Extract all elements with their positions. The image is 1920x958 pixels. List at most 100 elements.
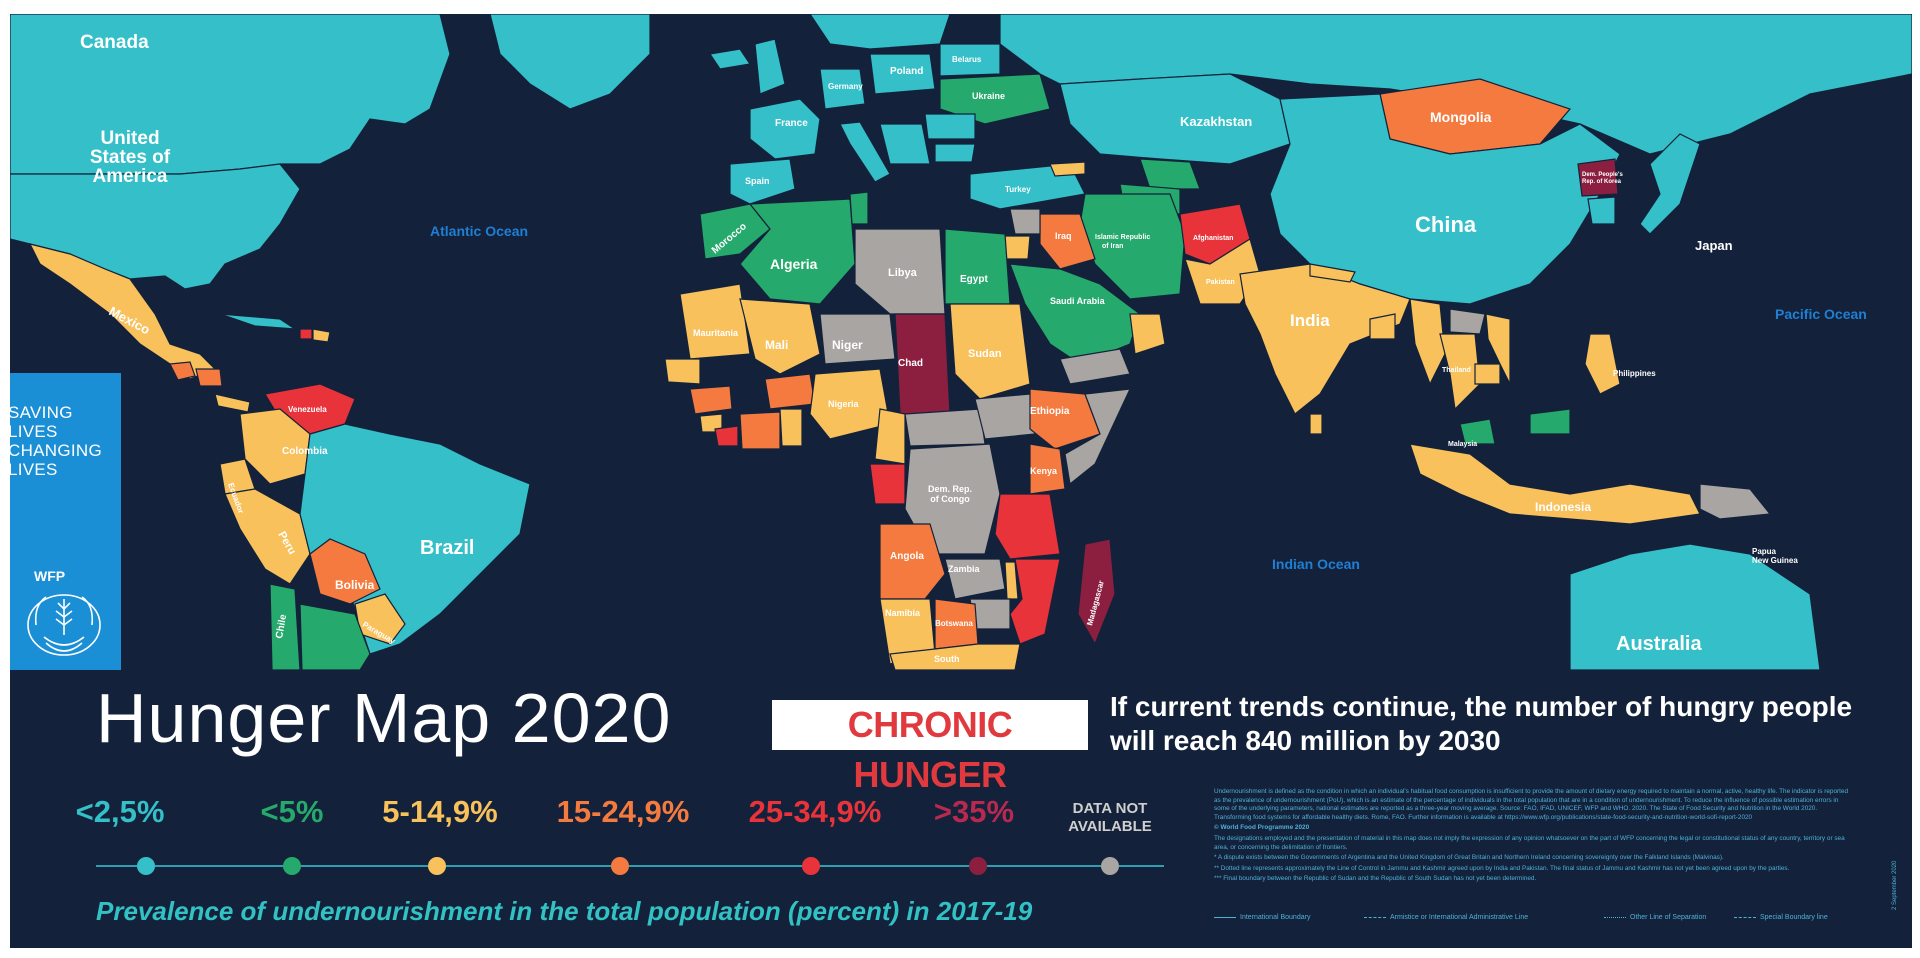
country-dominican (312, 328, 331, 343)
country-car (904, 408, 986, 447)
country-cambodia (1474, 363, 1501, 385)
label-colombia: Colombia (282, 446, 328, 457)
boundary-special: Special Boundary line (1734, 914, 1828, 921)
legend-label-15-24-9: 15-24,9% (556, 794, 690, 829)
label-venezuela: Venezuela (288, 405, 327, 414)
country-kenya (1029, 443, 1066, 495)
label-botswana: Botswana (935, 619, 973, 628)
label-pakistan: Pakistan (1206, 279, 1235, 286)
label-usa: United States of America (90, 128, 171, 187)
label-namibia: Namibia (885, 608, 921, 618)
country-japan (1639, 133, 1701, 235)
label-mali: Mali (765, 338, 788, 352)
boundary-legend: International Boundary Armistice or Inte… (1214, 914, 1854, 928)
country-mozambique (1009, 558, 1061, 645)
country-spain (729, 158, 796, 205)
legend-label-under-2-5: <2,5% (75, 794, 165, 829)
legend-dot-over-35 (969, 857, 987, 875)
country-bolivia (309, 538, 381, 605)
label-india: India (1290, 311, 1330, 330)
label-iraq: Iraq (1055, 231, 1072, 241)
wfp-tagline: SAVING LIVES CHANGING LIVES (8, 403, 103, 479)
legend-subtitle: Prevalence of undernourishment in the to… (96, 896, 1033, 926)
label-poland: Poland (890, 66, 923, 77)
country-oman (1129, 313, 1166, 355)
country-angola (879, 523, 946, 600)
map-date: 2 September 2020 (1892, 860, 1898, 910)
country-laos (1449, 308, 1486, 335)
country-greenland (489, 14, 651, 110)
label-south: South (934, 654, 960, 664)
country-burkina (764, 373, 816, 410)
label-spain: Spain (745, 176, 770, 186)
country-myanmar (1409, 298, 1446, 386)
label-chad: Chad (898, 358, 923, 369)
label-kenya: Kenya (1030, 466, 1058, 476)
wfp-name: WFP (34, 568, 66, 584)
legend-label-5-14-9: 5-14,9% (382, 794, 498, 829)
country-senegal (664, 358, 701, 385)
country-australia (1569, 543, 1821, 670)
label-canada: Canada (80, 32, 149, 53)
country-tanzania (994, 493, 1061, 560)
country-somalia (1064, 388, 1131, 486)
country-syria (1009, 208, 1041, 235)
label-saudi: Saudi Arabia (1050, 296, 1106, 306)
label-libya: Libya (888, 267, 918, 279)
country-malaysia (1459, 408, 1571, 445)
country-uzbekistan (1139, 158, 1201, 190)
country-kazakhstan (1059, 73, 1291, 165)
label-mauritania: Mauritania (693, 328, 739, 338)
wfp-panel: SAVING LIVES CHANGING LIVES WFP (8, 373, 121, 670)
country-vietnam (1485, 313, 1511, 385)
label-algeria: Algeria (770, 256, 818, 272)
legend-label-over-35: >35% (933, 794, 1015, 829)
legend-line (96, 865, 1164, 867)
label-niger: Niger (832, 338, 863, 352)
country-bangladesh (1369, 313, 1396, 340)
country-sri-lanka (1309, 413, 1323, 435)
label-belarus: Belarus (952, 55, 982, 64)
country-india (1239, 263, 1411, 415)
country-jordan (1004, 235, 1031, 260)
note-footnote-3: *** Final boundary between the Republic … (1214, 875, 1537, 883)
boundary-other: Other Line of Separation (1604, 914, 1706, 921)
country-canada (10, 14, 451, 175)
label-indonesia: Indonesia (1535, 500, 1591, 514)
label-afghanistan: Afghanistan (1193, 235, 1233, 242)
page-title: Hunger Map 2020 (96, 679, 672, 757)
legend-dot-5-14-9 (428, 857, 446, 875)
legend-dot-25-34-9 (802, 857, 820, 875)
label-iran: Islamic Republic of Iran (1095, 234, 1150, 250)
country-nigeria (809, 368, 891, 440)
hunger-map: Canada United States of America Atlantic O… (10, 14, 1912, 670)
country-cote (739, 411, 781, 450)
label-kazakhstan: Kazakhstan (1180, 114, 1252, 129)
label-brazil: Brazil (420, 537, 474, 559)
label-angola: Angola (890, 551, 924, 562)
label-pacific: Pacific Ocean (1775, 306, 1867, 322)
legend-dot-under-2-5 (137, 857, 155, 875)
country-belarus (939, 43, 1001, 77)
label-ukraine: Ukraine (972, 91, 1005, 101)
country-tunisia (849, 191, 869, 225)
country-cameroon (874, 408, 906, 465)
label-sudan: Sudan (968, 348, 1002, 360)
country-germany (819, 68, 866, 110)
legend-dot-no-data (1101, 857, 1119, 875)
label-philippines: Philippines (1613, 369, 1656, 378)
country-ethiopia (1029, 388, 1101, 450)
label-thailand: Thailand (1442, 367, 1471, 374)
label-mongolia: Mongolia (1430, 109, 1492, 125)
label-zambia: Zambia (948, 564, 981, 574)
label-png: Papua New Guinea (1752, 547, 1798, 565)
country-south-africa (889, 643, 1021, 670)
label-chile: Chile (274, 613, 289, 639)
label-germany: Germany (828, 82, 863, 91)
country-nicaragua (195, 368, 223, 387)
label-atlantic: Atlantic Ocean (430, 223, 528, 239)
label-bolivia: Bolivia (335, 578, 375, 592)
country-png (1699, 483, 1772, 520)
country-romania (924, 113, 976, 140)
label-china: China (1415, 212, 1477, 237)
